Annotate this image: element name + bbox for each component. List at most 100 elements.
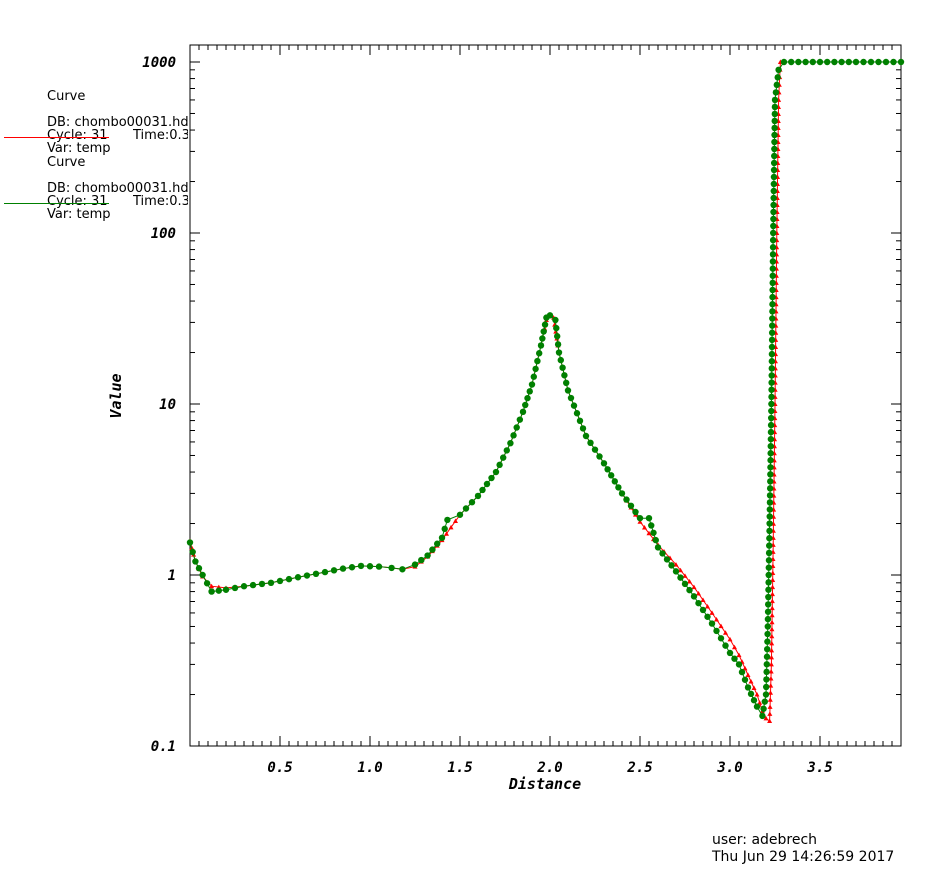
data-point-interp [765,549,773,557]
data-point [780,58,788,66]
data-point-interp [668,562,675,569]
data-point-interp [557,356,564,364]
legend-entry-green: Curve DB: chombo00031.hdf Cycle: 31 Time… [4,155,188,221]
data-point-interp [742,665,748,671]
data-point-interp [788,58,795,66]
data-point-interp [642,524,647,530]
data-point-interp [771,131,778,139]
data-point-interp [771,124,778,132]
data-point-interp [772,89,780,96]
data-point-interp [770,584,776,590]
data-point-interp [615,484,622,491]
data-point-interp [795,58,802,66]
x-tick-label: 1.5 [447,760,472,776]
data-point-interp [757,700,763,705]
data-point-interp [769,279,776,287]
data-point-interp [554,341,562,348]
legend-db: DB: chombo00031.hdf [47,116,188,129]
data-point [759,712,766,720]
data-point-interp [774,74,781,81]
data-point-interp [468,499,476,506]
data-point [744,684,752,691]
data-point-interp [770,215,777,223]
data-point-interp [723,630,728,635]
data-point-interp [824,58,831,66]
data-point-interp [717,635,725,642]
data-point [582,432,590,440]
data-point-interp [768,386,775,393]
data-point-interp [513,424,520,431]
data-point-interp [767,450,774,457]
data-point-interp [681,580,689,588]
data-point [637,519,643,524]
data-point [507,439,514,447]
data-point [753,703,761,710]
data-point-interp [663,556,671,563]
data-point-interp [731,655,738,662]
data-point [771,96,779,104]
data-point-interp [768,393,775,401]
data-point [192,558,199,565]
data-point-interp [704,613,711,620]
data-point [564,387,572,394]
data-point-interp [769,612,775,618]
data-point [726,649,734,657]
data-point-interp [258,580,266,588]
data-point-interp [686,586,693,594]
data-point [636,514,644,522]
data-point-interp [718,623,724,629]
data-point [199,571,206,579]
data-point-interp [732,644,737,650]
data-point [673,562,679,567]
data-point-interp [462,505,470,512]
data-point-interp [453,518,458,524]
data-point-interp [249,581,257,589]
data-point-interp [767,428,775,436]
data-point [654,544,662,551]
data-point-interp [699,606,707,614]
data-point [770,229,777,237]
data-point-interp [767,435,775,443]
data-point-interp [587,439,594,447]
data-point-interp [500,454,507,461]
legend-time: Time:0.31 [133,129,188,142]
data-point-interp [802,58,809,66]
x-axis-label: Distance [508,775,581,793]
data-point-interp [766,513,773,520]
data-point-interp [741,676,749,683]
series-markers-green [186,58,905,720]
data-point-interp [516,416,524,423]
data-point-interp [765,557,773,564]
data-point [672,568,680,575]
data-point-interp [769,598,775,604]
data-point [208,588,215,595]
data-point-interp [532,365,539,373]
y-tick-label: 1 [168,568,176,584]
data-point-interp [576,417,584,425]
data-point-interp [768,676,774,681]
legend-title: Curve [47,155,86,170]
data-point-interp [563,379,570,387]
data-point-interp [766,499,774,506]
data-point-interp [768,372,775,379]
data-point-interp [722,642,729,649]
data-point-interp [330,567,338,574]
data-point-interp [765,586,772,593]
data-point-interp [441,525,448,533]
data-point-interp [526,388,533,395]
data-point [438,534,446,542]
data-point-interp [766,492,774,499]
data-point-interp [561,372,568,379]
data-point-interp [770,159,778,167]
data-point-interp [767,697,773,702]
data-point-interp [768,343,776,351]
data-point-interp [434,540,441,547]
data-point [375,563,383,570]
data-point-interp [770,201,777,209]
data-point-interp [496,461,503,469]
data-point [708,620,716,627]
data-point [763,715,769,721]
data-point [209,583,215,589]
data-point-interp [510,432,517,439]
